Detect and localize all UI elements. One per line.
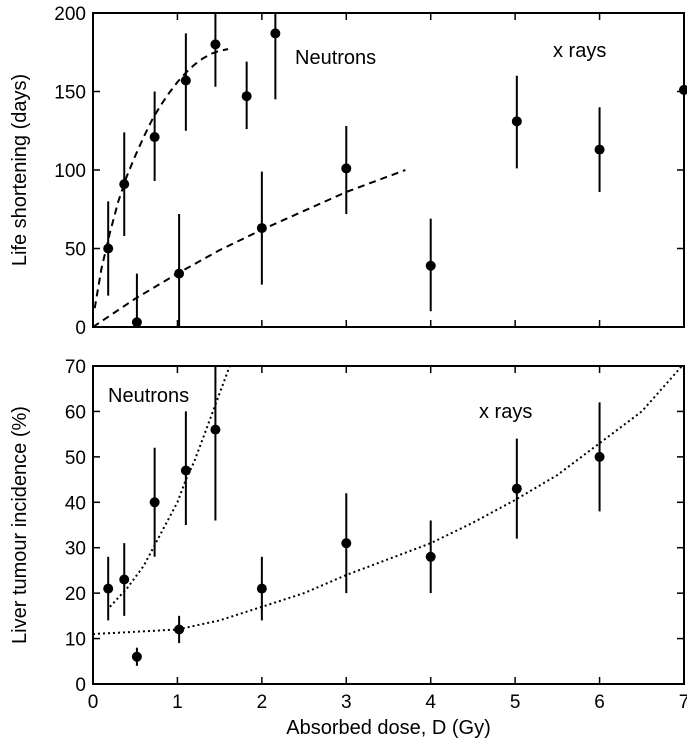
data-point: [679, 84, 687, 95]
fit-curve-neutrons: [93, 48, 229, 309]
data-point: [119, 179, 130, 190]
plot-area: [93, 48, 406, 327]
data-point: [425, 551, 436, 562]
plot-frame: [92, 365, 685, 685]
data-point: [131, 317, 142, 328]
y-tick-label: 50: [65, 240, 86, 261]
data-point: [103, 243, 114, 254]
annotation-label: Neutrons: [295, 47, 376, 69]
x-tick-label: 3: [341, 692, 352, 713]
y-tick-label: 100: [54, 161, 86, 182]
y-axis-label: Life shortening (days): [9, 74, 31, 266]
x-tick-label: 0: [88, 692, 99, 713]
data-point: [256, 583, 267, 594]
y-tick-label: 200: [54, 4, 86, 25]
fit-curve-neutrons: [109, 366, 232, 608]
y-tick-label: 0: [75, 675, 86, 696]
data-point: [594, 144, 605, 155]
data-point: [174, 268, 185, 279]
data-point: [594, 451, 605, 462]
data-point: [210, 39, 221, 50]
y-tick-label: 60: [65, 402, 86, 423]
y-tick-label: 30: [65, 539, 86, 560]
y-tick-label: 20: [65, 584, 86, 605]
annotation-label: Neutrons: [108, 385, 189, 407]
data-point: [341, 163, 352, 174]
fit-curve-x-rays: [93, 169, 406, 327]
data-point: [270, 28, 281, 39]
data-point: [103, 583, 114, 594]
data-point: [425, 260, 436, 271]
data-point: [119, 574, 130, 585]
annotation-label: x rays: [553, 40, 606, 62]
panel-life-shortening: 0 50 100 150 200 Life shortening (days) Neutro…: [9, 4, 687, 339]
data-point: [511, 483, 522, 494]
y-axis-label: Liver tumour incidence (%): [9, 406, 31, 644]
data-point: [256, 223, 267, 234]
x-tick-label: 1: [172, 692, 183, 713]
y-tick-label: 150: [54, 83, 86, 104]
fit-curve-x-rays: [93, 366, 684, 635]
data-point: [180, 465, 191, 476]
x-axis-label: Absorbed dose, D (Gy): [286, 717, 491, 739]
x-tick-label: 7: [679, 692, 687, 713]
x-tick-label: 5: [510, 692, 521, 713]
data-point: [174, 624, 185, 635]
data-point: [131, 651, 142, 662]
data-point: [341, 538, 352, 549]
y-tick-label: 40: [65, 493, 86, 514]
data-point: [241, 91, 252, 102]
y-tick-label: 70: [65, 357, 86, 378]
panel-liver-tumour: 0 10 20 30 40 50 60 70 0 1 2 3 4 5 6 7 Liver tumour inci…: [9, 357, 687, 739]
x-tick-label: 2: [257, 692, 268, 713]
data-point: [149, 497, 160, 508]
y-tick-label: 0: [75, 318, 86, 339]
data-point: [180, 75, 191, 86]
data-point: [210, 424, 221, 435]
x-tick-label: 4: [425, 692, 436, 713]
data-point: [149, 132, 160, 143]
y-tick-label: 50: [65, 448, 86, 469]
plot-area: [93, 366, 684, 635]
x-tick-label: 6: [594, 692, 605, 713]
y-tick-label: 10: [65, 630, 86, 651]
data-point: [511, 116, 522, 127]
annotation-label: x rays: [479, 401, 532, 423]
